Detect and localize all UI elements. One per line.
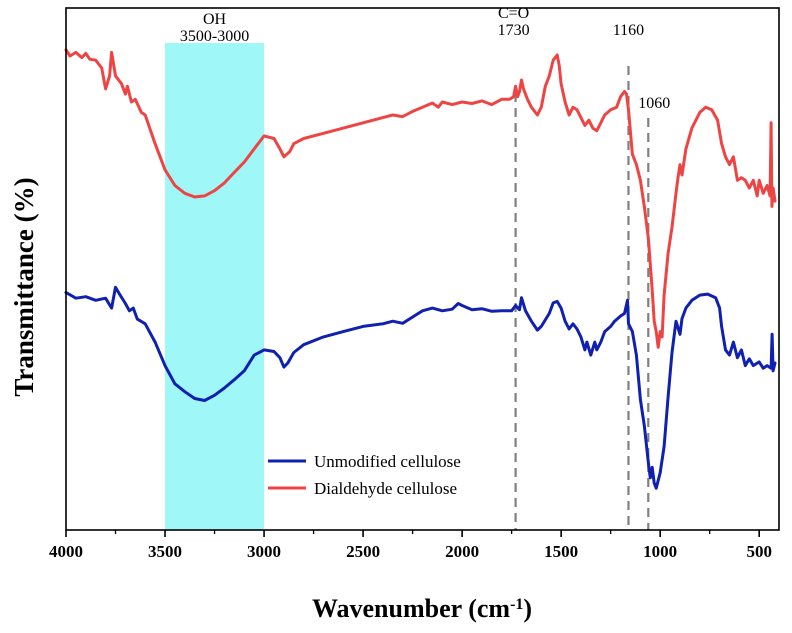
reference-label-1730: 1730 — [498, 22, 530, 39]
oh-highlight-band-group — [165, 43, 265, 530]
legend-label-dialdehyde-cellulose: Dialdehyde cellulose — [314, 479, 457, 498]
oh-band-label: OH — [203, 11, 227, 28]
series-line-dialdehyde-cellulose — [64, 48, 777, 349]
y-axis-title: Transmittance (%) — [9, 177, 39, 396]
x-axis-title: Wavenumber (cm-1) — [312, 594, 532, 623]
series-line-unmodified-cellulose — [64, 285, 777, 490]
plot-frame — [65, 7, 780, 531]
reference-lines — [514, 66, 650, 530]
series-lines — [64, 48, 777, 490]
reference-label-1730-group: C=O — [498, 5, 529, 22]
x-axis-title-end: ) — [523, 594, 532, 623]
x-tick-label-500: 500 — [746, 542, 772, 561]
reference-label-1160: 1160 — [613, 22, 644, 39]
legend-label-unmodified-cellulose: Unmodified cellulose — [314, 452, 461, 471]
x-axis-ticks: 4000 3500 3000 2500 2000 1500 1000 500 — [49, 530, 772, 561]
x-tick-label-1000: 1000 — [643, 542, 677, 561]
reference-label-1060: 1060 — [638, 95, 670, 112]
x-axis-title-superscript: -1 — [510, 596, 523, 613]
legend: Unmodified cellulose Dialdehyde cellulose — [268, 452, 461, 498]
x-tick-label-2000: 2000 — [445, 542, 479, 561]
x-tick-label-3000: 3000 — [247, 542, 281, 561]
x-axis-title-main: Wavenumber (cm — [312, 594, 510, 623]
x-tick-label-3500: 3500 — [148, 542, 182, 561]
x-tick-label-4000: 4000 — [49, 542, 83, 561]
x-tick-label-1500: 1500 — [544, 542, 578, 561]
oh-band-range-label: 3500-3000 — [180, 28, 249, 45]
oh-highlight-band — [165, 43, 265, 530]
x-tick-label-2500: 2500 — [346, 542, 380, 561]
